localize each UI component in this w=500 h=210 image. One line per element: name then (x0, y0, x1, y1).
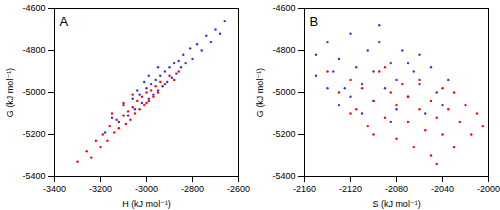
svg-text:-5200: -5200 (22, 129, 45, 139)
svg-text:-5000: -5000 (272, 87, 295, 97)
svg-text:-4800: -4800 (22, 45, 45, 55)
svg-text:H (kJ mol⁻¹): H (kJ mol⁻¹) (122, 199, 171, 209)
svg-text:-4800: -4800 (272, 45, 295, 55)
svg-text:-3400: -3400 (43, 184, 66, 194)
svg-text:-2040: -2040 (431, 184, 454, 194)
svg-text:-4600: -4600 (22, 3, 45, 13)
svg-text:-3200: -3200 (89, 184, 112, 194)
svg-text:G (kJ mol⁻¹): G (kJ mol⁻¹) (5, 68, 15, 117)
svg-text:-2160: -2160 (293, 184, 316, 194)
svg-text:-5200: -5200 (272, 129, 295, 139)
svg-text:G (kJ mol⁻¹): G (kJ mol⁻¹) (255, 68, 265, 117)
svg-text:-3000: -3000 (135, 184, 158, 194)
svg-text:-2000: -2000 (477, 184, 500, 194)
svg-text:-4600: -4600 (272, 3, 295, 13)
svg-text:B: B (310, 14, 319, 29)
svg-text:-2600: -2600 (227, 184, 250, 194)
svg-text:S (kJ mol⁻¹): S (kJ mol⁻¹) (372, 199, 420, 209)
svg-text:-5000: -5000 (22, 87, 45, 97)
svg-text:-5400: -5400 (22, 171, 45, 181)
svg-text:-2800: -2800 (181, 184, 204, 194)
svg-text:A: A (60, 14, 69, 29)
svg-text:-5400: -5400 (272, 171, 295, 181)
svg-text:-2080: -2080 (385, 184, 408, 194)
svg-text:-2120: -2120 (339, 184, 362, 194)
